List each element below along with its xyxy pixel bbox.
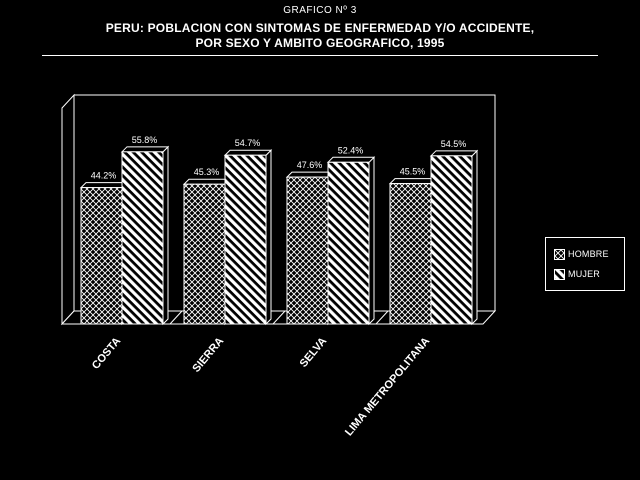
chart-title-line-1: PERU: POBLACION CON SINTOMAS DE ENFERMED…	[105, 21, 535, 35]
bar-front	[286, 176, 329, 325]
bar-side	[368, 156, 375, 326]
data-label-hombre-1: 44.2%	[91, 171, 117, 181]
bar-top	[429, 150, 479, 157]
chart-subtitle: GRAFICO Nº 3	[283, 5, 357, 16]
legend-swatch-diagonal	[554, 268, 565, 280]
data-label-mujer-3: 52.4%	[338, 145, 364, 155]
floor-divider	[169, 310, 183, 325]
title-divider	[42, 55, 598, 56]
bar-front	[430, 155, 473, 325]
bar-mujer-costa	[120, 145, 170, 326]
back-wall	[74, 94, 496, 311]
legend-item-hombre: HOMBRE	[554, 248, 609, 260]
bar-top	[326, 156, 376, 163]
bar-front	[224, 154, 267, 325]
bar-side	[265, 149, 272, 326]
bar-front	[183, 183, 226, 325]
category-label-sierra: SIERRA	[190, 335, 226, 375]
chart-title: PERU: POBLACION CON SINTOMAS DE ENFERMED…	[0, 21, 640, 51]
bar-front	[327, 161, 370, 325]
data-label-mujer-4: 54.5%	[441, 139, 467, 149]
bar-top	[79, 182, 129, 189]
bar-front	[80, 187, 123, 325]
chart-legend: HOMBRE MUJER	[545, 237, 625, 291]
legend-label-hombre: HOMBRE	[568, 249, 609, 259]
bar-top	[285, 171, 335, 178]
bar-hombre-lima-metropolitana	[388, 177, 438, 326]
bar-top	[182, 178, 232, 185]
legend-swatch-crosshatch	[554, 248, 565, 260]
chart-bars	[79, 145, 479, 326]
chart-data-labels: 44.2% 55.8% 45.3% 54.7% 47.6% 52.4% 45.5% 54.5%	[91, 135, 467, 181]
bar-side	[162, 145, 169, 326]
bar-top	[223, 149, 273, 156]
data-label-hombre-4: 45.5%	[400, 167, 426, 177]
bar-front	[389, 183, 432, 325]
bar-front	[121, 151, 164, 325]
bar-mujer-lima-metropolitana	[429, 149, 479, 326]
category-label-costa: COSTA	[90, 335, 123, 372]
data-label-mujer-1: 55.8%	[132, 135, 158, 145]
bar-mujer-sierra	[223, 149, 273, 326]
bar-top	[120, 146, 170, 153]
bar-hombre-selva	[285, 170, 335, 326]
bar-top	[388, 178, 438, 185]
chart-category-labels: COSTA SIERRA SELVA LIMA METROPOLITANA	[90, 335, 432, 438]
bar-hombre-costa	[79, 181, 129, 326]
left-wall	[61, 93, 75, 326]
data-label-mujer-2: 54.7%	[235, 138, 261, 148]
bar-hombre-sierra	[182, 178, 232, 326]
legend-label-mujer: MUJER	[568, 269, 600, 279]
data-label-hombre-2: 45.3%	[194, 167, 220, 177]
bar-mujer-selva	[326, 156, 376, 326]
chart-title-line-2: POR SEXO Y AMBITO GEOGRAFICO, 1995	[195, 36, 445, 50]
category-label-lima-metropolitana: LIMA METROPOLITANA	[343, 335, 432, 438]
floor-divider	[375, 310, 389, 325]
data-label-hombre-3: 47.6%	[297, 160, 323, 170]
category-label-selva: SELVA	[298, 335, 330, 370]
bar-side	[471, 149, 478, 326]
legend-item-mujer: MUJER	[554, 268, 600, 280]
floor-divider	[272, 310, 286, 325]
